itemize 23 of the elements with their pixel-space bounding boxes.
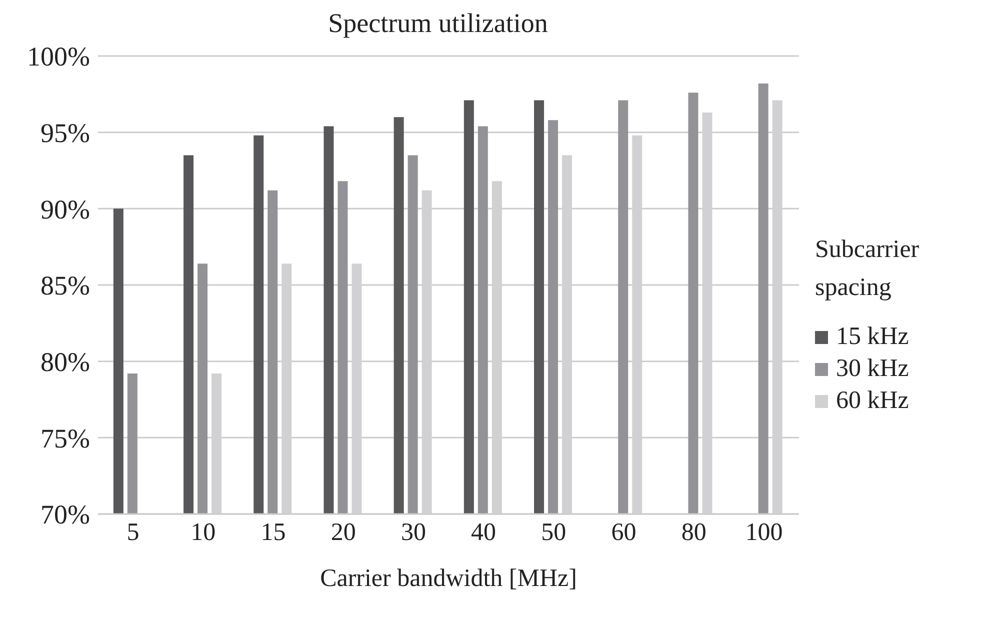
x-tick-label: 50 — [541, 518, 566, 546]
x-tick-label: 20 — [330, 518, 356, 546]
x-tick-label: 10 — [190, 518, 216, 546]
y-tick-label: 70% — [40, 500, 90, 530]
y-tick-label: 90% — [40, 194, 90, 224]
legend-label: 30 kHz — [836, 354, 909, 384]
x-tick-label: 40 — [471, 518, 496, 546]
y-tick-label: 95% — [40, 118, 90, 148]
x-tick-label: 5 — [126, 518, 140, 546]
legend-title: Subcarrier spacing — [815, 235, 920, 303]
y-tick-label: 100% — [27, 42, 90, 72]
x-tick-label: 30 — [400, 518, 426, 546]
x-tick-label: 15 — [260, 518, 286, 546]
x-axis-title: Carrier bandwidth [MHz] — [320, 565, 577, 592]
legend-label: 60 kHz — [836, 386, 909, 416]
x-tick-label: 100 — [745, 518, 783, 546]
y-tick-label: 75% — [40, 423, 90, 454]
x-tick-label: 60 — [611, 518, 636, 546]
legend-label: 15 kHz — [836, 322, 909, 352]
y-tick-label: 80% — [40, 346, 90, 377]
chart-title: Spectrum utilization — [328, 8, 548, 38]
x-tick-label: 80 — [681, 518, 706, 546]
y-tick-label: 85% — [40, 270, 90, 301]
